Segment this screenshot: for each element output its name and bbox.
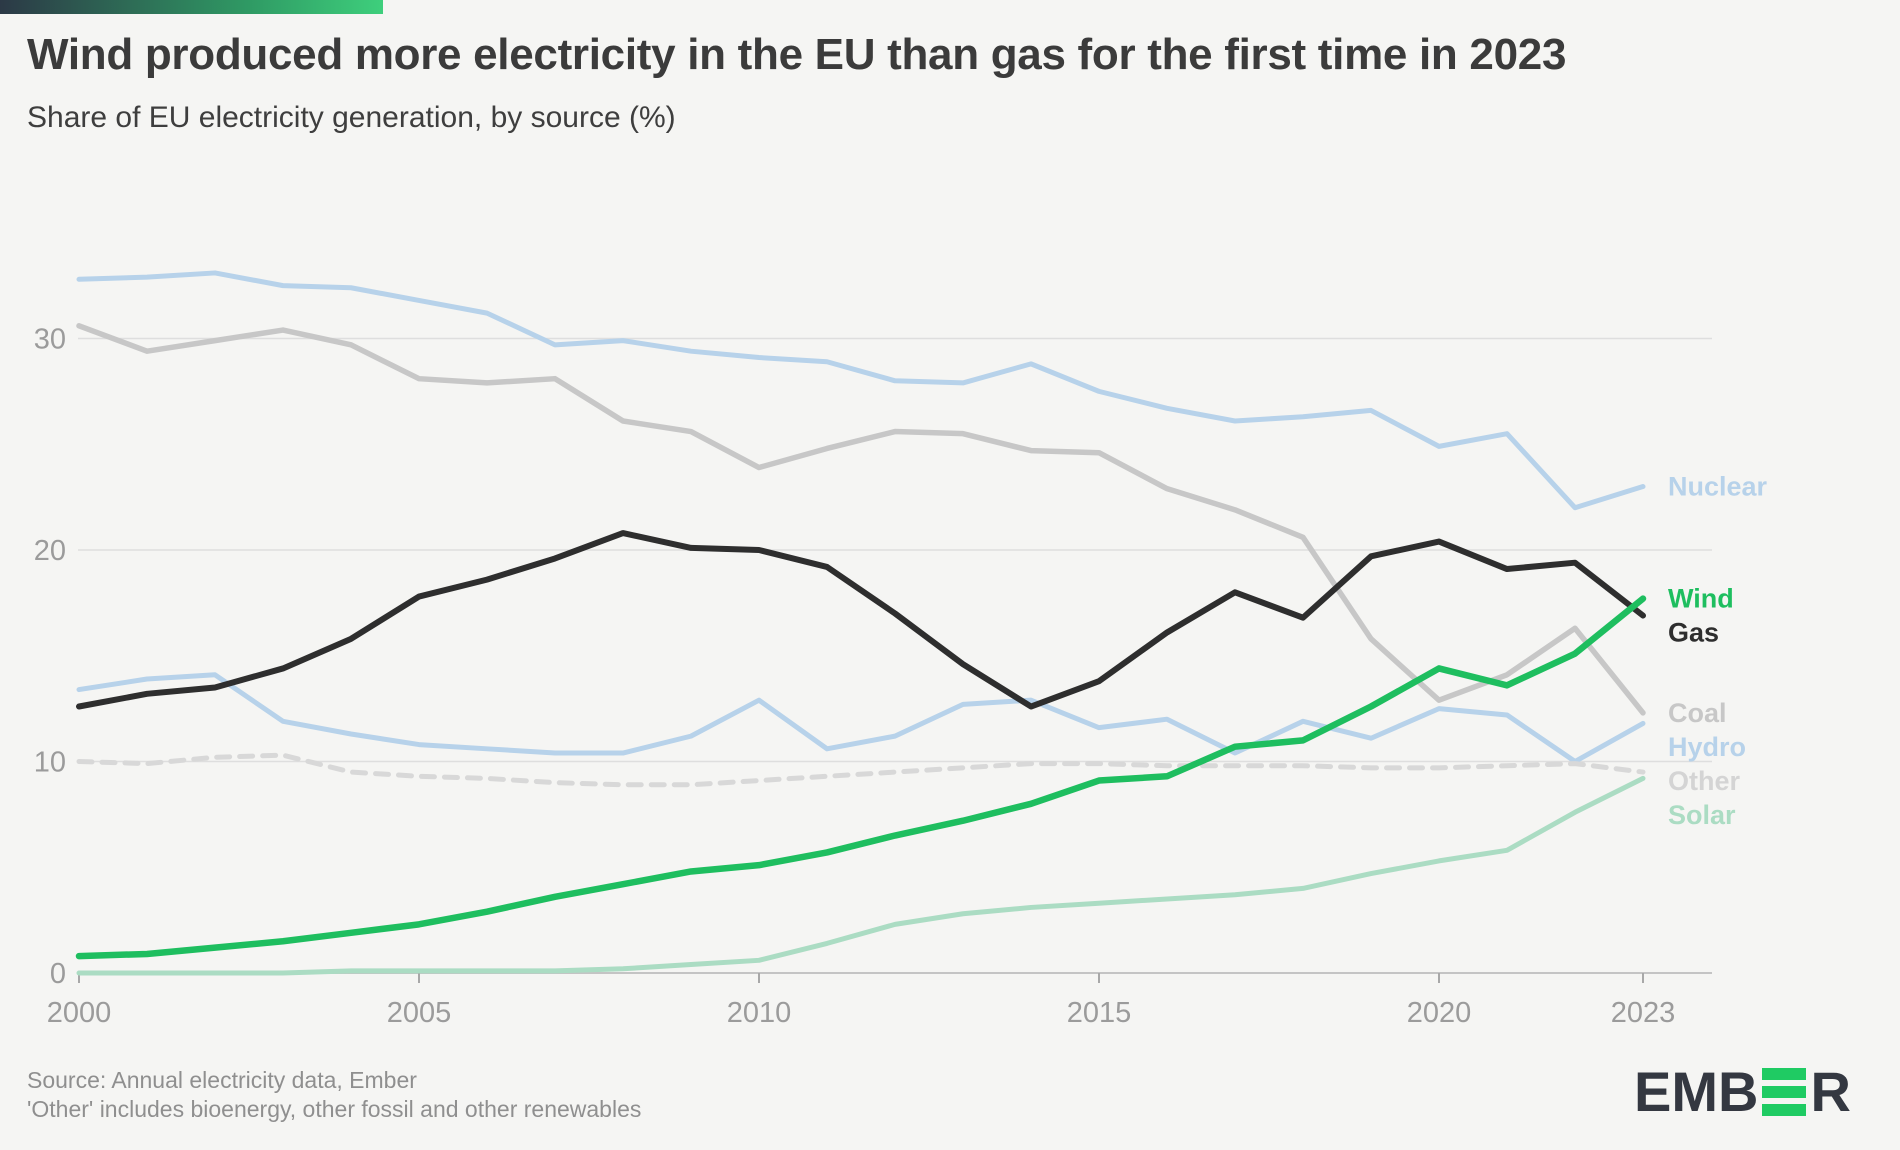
data-series (75, 270, 1647, 976)
wind-line (75, 595, 1647, 960)
coal-line (76, 323, 1646, 716)
x-axis: 2000 2005 2010 2015 2020 2023 (47, 972, 1712, 1029)
source-line-1: Source: Annual electricity data, Ember (27, 1067, 417, 1093)
legend-label-solar: Solar (1668, 800, 1736, 830)
legend-label-wind: Wind (1668, 584, 1734, 614)
x-axis-label-2020: 2020 (1407, 997, 1472, 1029)
y-axis-label-30: 30 (34, 324, 66, 356)
logo-bar (1762, 1104, 1807, 1116)
source-note: Source: Annual electricity data, Ember '… (27, 1066, 641, 1124)
x-axis-label-2015: 2015 (1067, 997, 1132, 1029)
gas-line (76, 530, 1646, 710)
legend-label-nuclear: Nuclear (1668, 472, 1768, 502)
legend-label-gas: Gas (1668, 618, 1719, 648)
logo-bar (1762, 1086, 1807, 1098)
page-subtitle: Share of EU electricity generation, by s… (27, 101, 676, 134)
legend-label-coal: Coal (1668, 698, 1727, 728)
legend-label-other: Other (1668, 766, 1741, 796)
brand-gradient-bar (0, 0, 383, 14)
legend-label-hydro: Hydro (1668, 732, 1746, 762)
y-axis-label-0: 0 (50, 958, 66, 990)
nuclear-line (76, 270, 1646, 511)
hydro-line (76, 672, 1646, 764)
x-axis-label-2000: 2000 (47, 997, 112, 1029)
logo-text-left: EMB (1634, 1060, 1759, 1123)
logo-bar (1762, 1068, 1807, 1080)
solar-line (76, 775, 1646, 976)
series-legend: Nuclear Wind Gas Coal Hydro Other Solar (1668, 472, 1768, 830)
page-title: Wind produced more electricity in the EU… (27, 30, 1567, 79)
other-line (76, 752, 1646, 788)
source-line-2: 'Other' includes bioenergy, other fossil… (27, 1096, 642, 1122)
y-axis-label-20: 20 (34, 535, 66, 567)
x-axis-label-2010: 2010 (727, 997, 792, 1029)
y-axis-label-10: 10 (34, 747, 66, 779)
logo-e-bars-icon (1762, 1068, 1807, 1116)
gridlines: 0 10 20 30 (34, 324, 1712, 990)
x-axis-label-2005: 2005 (387, 997, 452, 1029)
logo-text-right: R (1810, 1060, 1851, 1123)
x-axis-label-2023: 2023 (1611, 997, 1676, 1029)
ember-logo: EMB R (1634, 1064, 1851, 1120)
